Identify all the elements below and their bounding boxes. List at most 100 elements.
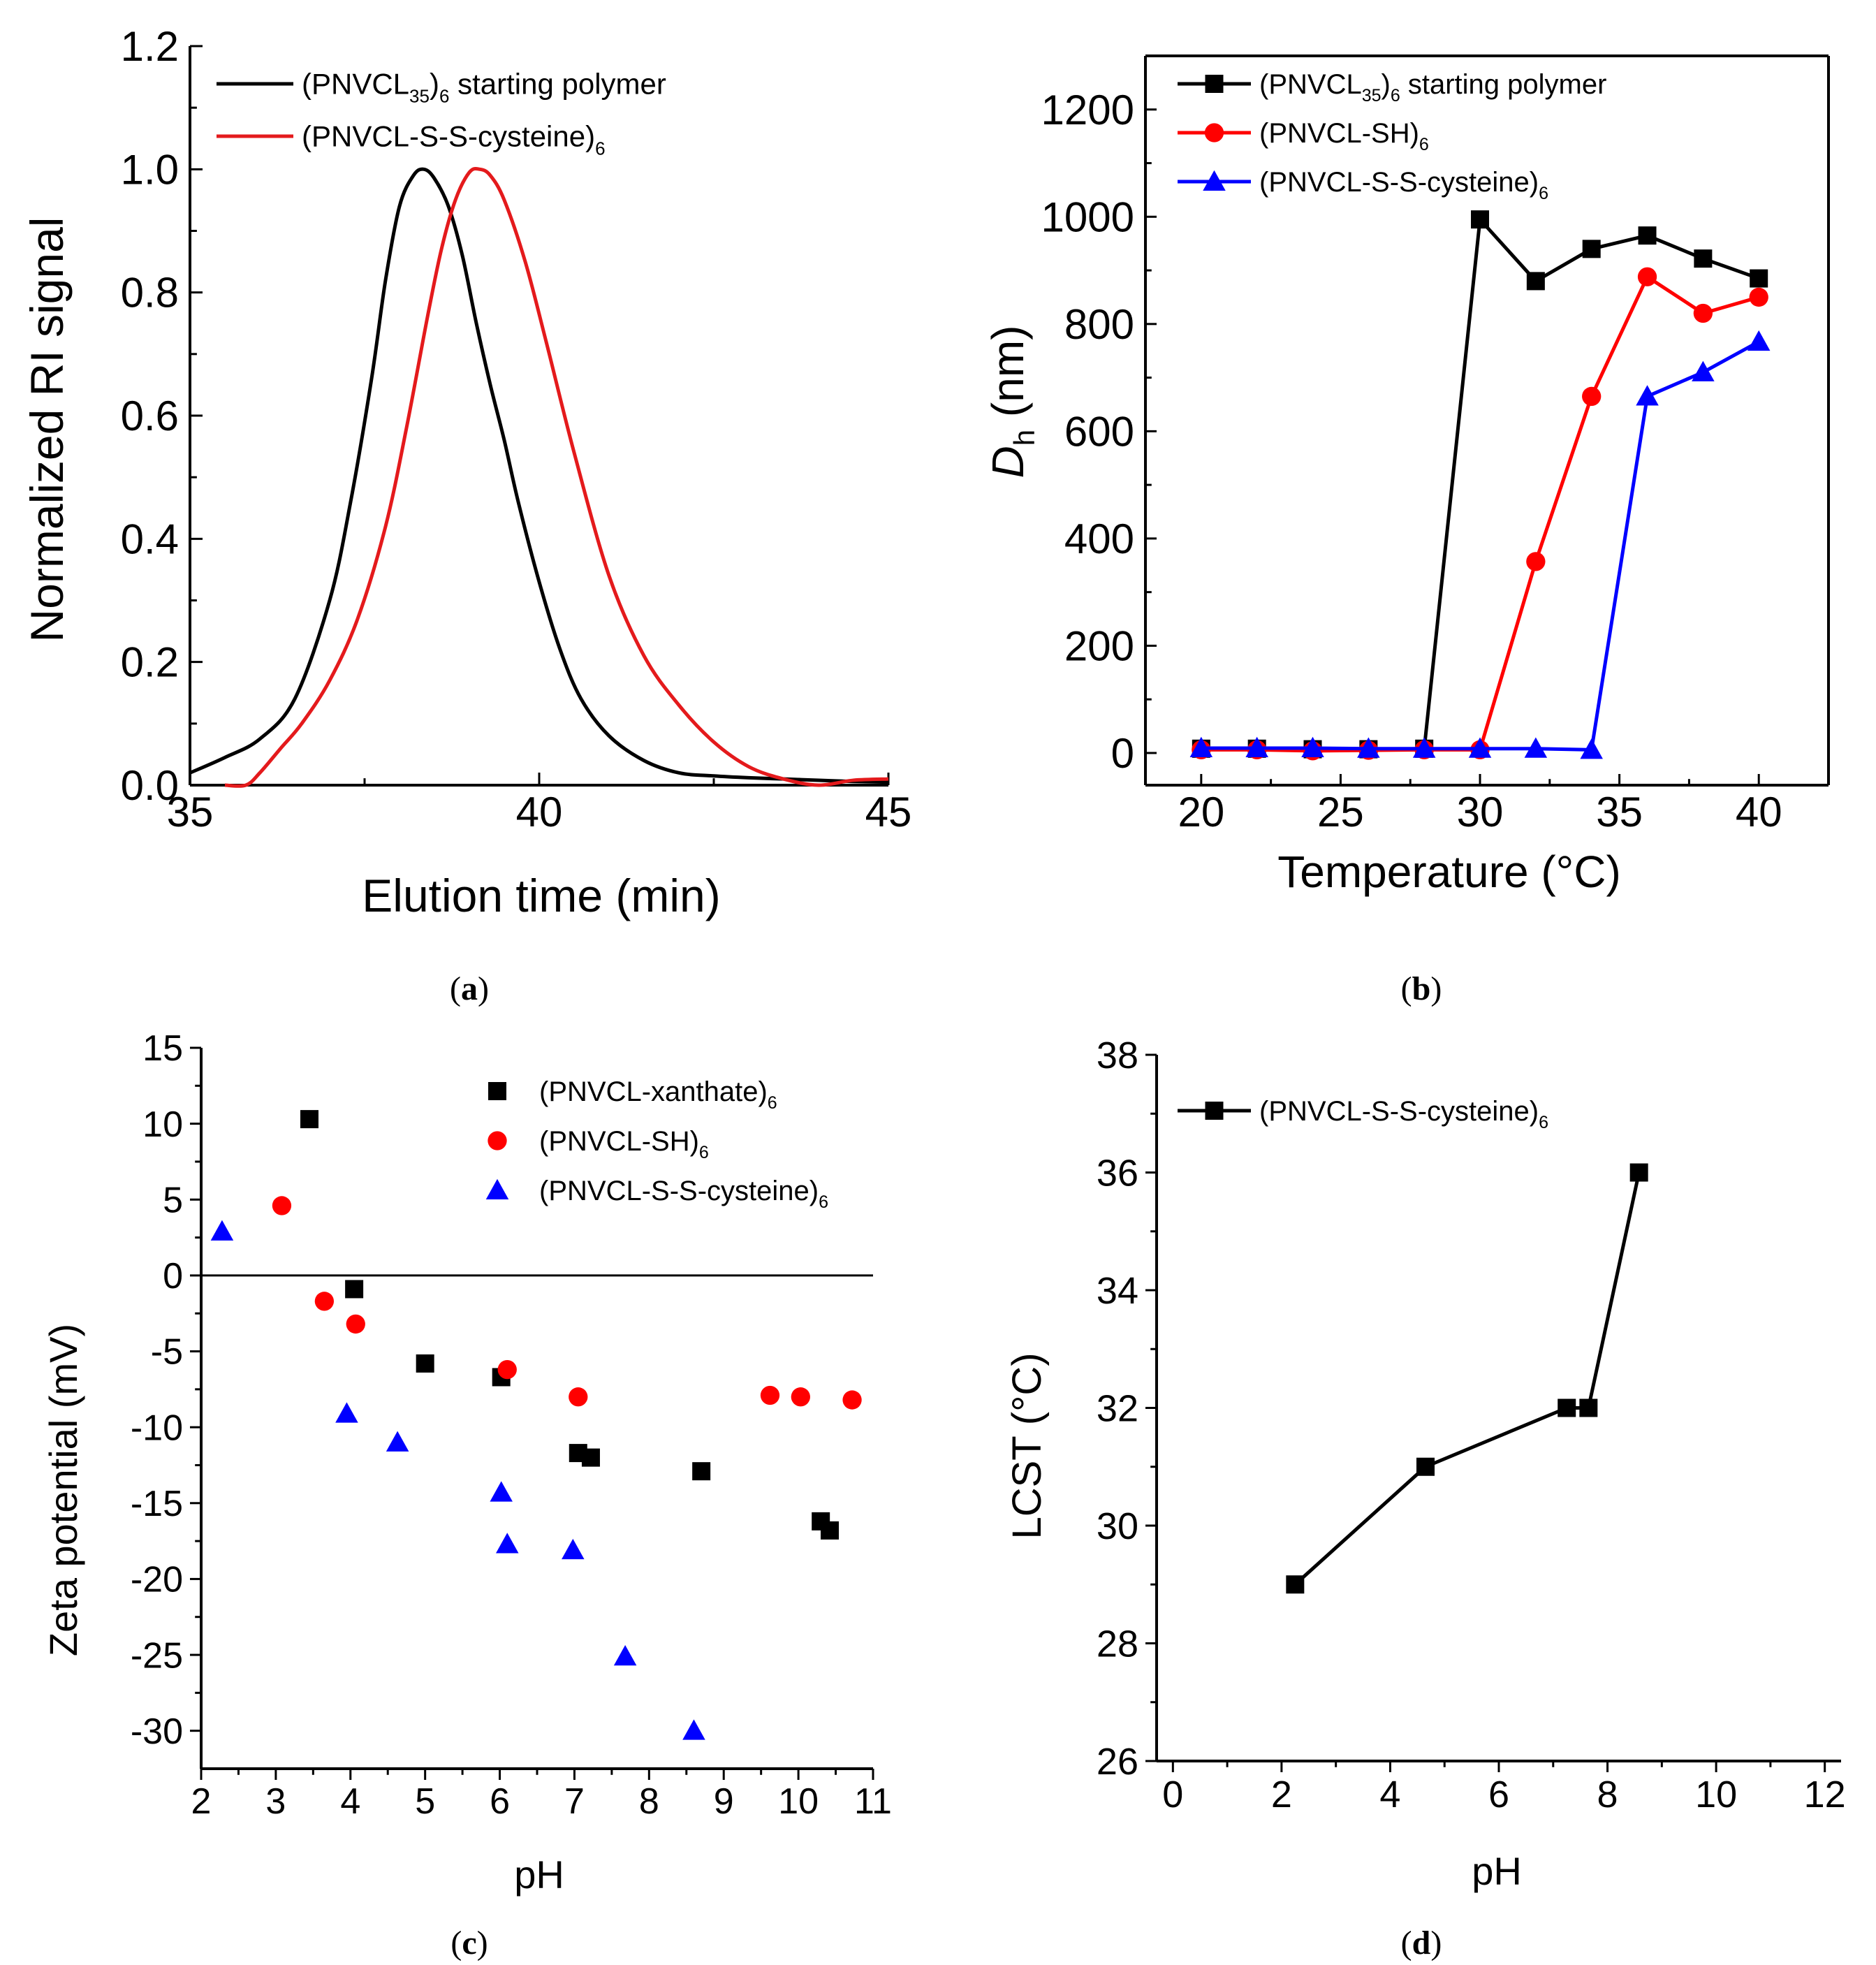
panel-caption: (b) — [1401, 970, 1442, 1007]
axes: 2 3 4 5 6 7 8 9 10 11 -30 -25 -20 -15 -10 -5 0 5 10 15 — [131, 1028, 892, 1822]
panel-caption: (c) — [450, 1924, 488, 1962]
data-point — [1582, 240, 1601, 258]
y-tick-label: -5 — [151, 1332, 183, 1373]
y-tick-label: -30 — [131, 1711, 183, 1752]
data-point — [490, 1481, 513, 1502]
data-point — [1203, 170, 1226, 191]
data-point — [300, 1110, 318, 1129]
data-point — [346, 1314, 365, 1334]
data-point — [842, 1390, 862, 1410]
data-point — [345, 1280, 364, 1299]
y-tick-label: 0 — [1111, 730, 1134, 777]
y-axis-label: Normalized RI signal — [21, 217, 73, 643]
data-point — [692, 1462, 711, 1481]
data-point — [1471, 210, 1490, 229]
y-tick-label: 15 — [142, 1028, 183, 1069]
y-tick-label: 1.2 — [121, 23, 179, 70]
y-tick-label: 34 — [1097, 1270, 1138, 1312]
x-tick-label: 30 — [1457, 789, 1504, 835]
x-tick-label: 6 — [1488, 1774, 1509, 1816]
x-tick-label: 9 — [714, 1781, 734, 1822]
y-axis-label: Zeta potential (mV) — [41, 1324, 85, 1656]
data-point — [1694, 249, 1713, 268]
data-point — [1558, 1398, 1576, 1417]
y-tick-label: -15 — [131, 1484, 183, 1524]
y-tick-label: 1.0 — [121, 146, 179, 193]
data-point — [416, 1354, 434, 1373]
panel-c: 2 3 4 5 6 7 8 9 10 11 -30 -25 -20 -15 -10 -5 0 5 10 15 (PNVC… — [41, 1028, 892, 1962]
series-1 — [224, 166, 889, 788]
y-tick-label: 0 — [163, 1256, 183, 1296]
data-point — [488, 1131, 507, 1150]
x-axis-label: Temperature (°C) — [1277, 847, 1621, 897]
y-tick-label: 26 — [1097, 1741, 1138, 1783]
legend: (PNVCL35)6 starting polymer (PNVCL-SH)6 (P… — [1178, 69, 1606, 203]
data-point — [1416, 1457, 1435, 1476]
data-point — [1468, 737, 1492, 758]
data-point — [791, 1387, 810, 1407]
series-0 — [189, 167, 889, 784]
y-tick-label: 38 — [1097, 1035, 1138, 1076]
axes: 0 2 4 6 8 10 12 26 28 30 32 34 36 38 — [1097, 1035, 1846, 1816]
data-point — [1286, 1575, 1305, 1594]
data-point — [335, 1402, 358, 1423]
y-axis-label: LCST (°C) — [1004, 1352, 1050, 1539]
data-point — [485, 1178, 509, 1199]
x-tick-label: 3 — [265, 1781, 286, 1822]
legend-label: (PNVCL-S-S-cysteine)6 — [1259, 167, 1548, 203]
data-point — [1579, 1398, 1598, 1417]
x-tick-label: 45 — [865, 789, 912, 835]
data-point — [1638, 226, 1657, 245]
x-tick-label: 10 — [1695, 1774, 1737, 1816]
data-point — [760, 1385, 780, 1405]
x-tick-label: 6 — [490, 1781, 510, 1822]
y-tick-label: 1200 — [1041, 87, 1134, 133]
legend: (PNVCL-S-S-cysteine)6 — [1178, 1096, 1548, 1132]
x-tick-label: 40 — [1736, 789, 1782, 835]
y-tick-label: 0.0 — [121, 762, 179, 809]
panel-d: 0 2 4 6 8 10 12 26 28 30 32 34 36 38 (PNVCL-S-S-cystei… — [1004, 1035, 1846, 1962]
data-point — [1205, 75, 1224, 93]
data-point — [1412, 737, 1436, 758]
series-line — [189, 167, 889, 784]
x-tick-label: 12 — [1804, 1774, 1846, 1816]
x-tick-label: 4 — [1379, 1774, 1400, 1816]
legend: (PNVCL-xanthate)6 (PNVCL-SH)6 (PNVCL-S-S-c… — [485, 1076, 828, 1212]
data-point — [1524, 737, 1548, 758]
panel-caption: (a) — [450, 970, 489, 1007]
data-point — [1301, 736, 1324, 758]
x-tick-label: 40 — [516, 789, 563, 835]
x-tick-label: 8 — [639, 1781, 659, 1822]
y-tick-label: 30 — [1097, 1505, 1138, 1547]
data-point — [1693, 303, 1713, 323]
y-tick-label: 200 — [1064, 622, 1134, 669]
series-2 — [210, 1220, 705, 1740]
y-tick-label: 10 — [142, 1104, 183, 1145]
y-tick-label: 0.8 — [121, 270, 179, 316]
x-tick-label: 0 — [1162, 1774, 1183, 1816]
data-point — [1189, 736, 1213, 758]
legend-label: (PNVCL-xanthate)6 — [539, 1076, 777, 1113]
y-tick-label: 32 — [1097, 1387, 1138, 1429]
x-tick-label: 8 — [1597, 1774, 1618, 1816]
y-tick-label: 0.6 — [121, 393, 179, 439]
data-point — [1636, 385, 1659, 406]
x-axis-label: pH — [1472, 1849, 1522, 1893]
data-point — [1245, 736, 1268, 758]
x-axis-label: pH — [514, 1853, 564, 1897]
data-point — [1749, 287, 1768, 307]
data-point — [1637, 267, 1657, 286]
series-1 — [272, 1196, 862, 1410]
x-axis-label: Elution time (min) — [362, 870, 720, 921]
legend: (PNVCL35)6 starting polymer (PNVCL-S-S-cy… — [217, 68, 666, 159]
panel-a: 35 40 45 0.0 0.2 0.4 0.6 0.8 1.0 1.2 (PNVCL35)6 st… — [21, 23, 911, 1007]
y-tick-label: 600 — [1064, 408, 1134, 455]
data-point — [1580, 738, 1603, 759]
legend-label: (PNVCL-S-S-cysteine)6 — [539, 1176, 828, 1212]
x-tick-label: 35 — [1596, 789, 1643, 835]
data-point — [1357, 737, 1380, 758]
y-axis-label: Dh (nm) — [983, 326, 1041, 479]
y-tick-label: 0.4 — [121, 516, 179, 562]
x-tick-label: 4 — [340, 1781, 360, 1822]
data-point — [613, 1644, 637, 1666]
